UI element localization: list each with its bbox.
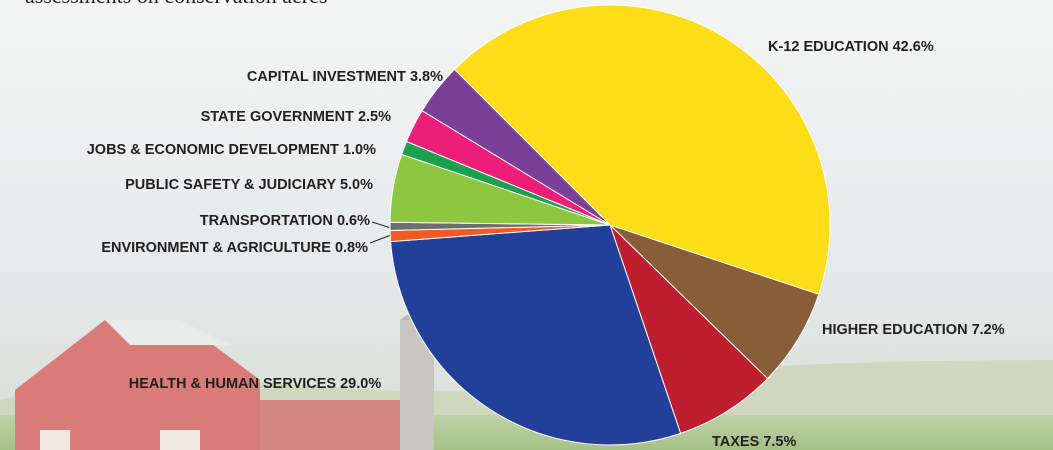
category-label: K-12 EDUCATION — [768, 39, 889, 55]
value-label: 0.6% — [337, 213, 370, 229]
pie-slice — [609, 224, 820, 380]
value-label: 3.8% — [410, 69, 443, 85]
category-label: PUBLIC SAFETY & JUDICIARY — [125, 177, 336, 193]
annotation: assessments on conservation acres — [25, 0, 327, 8]
slice-label: CAPITAL INVESTMENT 3.8% — [247, 69, 443, 85]
value-label: 2.5% — [358, 109, 391, 125]
pie-slice — [390, 224, 682, 446]
slice-label: HEALTH & HUMAN SERVICES 29.0% — [129, 376, 382, 392]
category-label: JOBS & ECONOMIC DEVELOPMENT — [87, 142, 339, 158]
value-label: 29.0% — [340, 376, 381, 392]
value-label: 7.5% — [763, 434, 796, 450]
pie-slice — [609, 224, 769, 434]
slice-label: JOBS & ECONOMIC DEVELOPMENT 1.0% — [87, 142, 376, 158]
value-label: 42.6% — [893, 39, 934, 55]
leader-line — [369, 234, 392, 244]
category-label: ENVIRONMENT & AGRICULTURE — [101, 240, 331, 256]
category-label: HEALTH & HUMAN SERVICES — [129, 376, 337, 392]
pie-slice — [453, 4, 831, 295]
category-label: STATE GOVERNMENT — [201, 109, 354, 125]
slice-label: ENVIRONMENT & AGRICULTURE 0.8% — [101, 240, 368, 256]
slice-label: STATE GOVERNMENT 2.5% — [201, 109, 392, 125]
value-label: 7.2% — [972, 322, 1005, 338]
pie-slice — [421, 68, 611, 226]
slice-label: TAXES 7.5% — [712, 434, 796, 450]
category-label: TAXES — [712, 434, 760, 450]
category-label: CAPITAL INVESTMENT — [247, 69, 406, 85]
slice-label: K-12 EDUCATION 42.6% — [768, 39, 934, 55]
category-label: HIGHER EDUCATION — [822, 322, 968, 338]
slice-label: TRANSPORTATION 0.6% — [200, 213, 370, 229]
leader-line — [371, 221, 392, 229]
value-label: 5.0% — [340, 177, 373, 193]
value-label: 1.0% — [343, 142, 376, 158]
slice-label: PUBLIC SAFETY & JUDICIARY 5.0% — [125, 177, 373, 193]
slice-label: HIGHER EDUCATION 7.2% — [822, 322, 1005, 338]
category-label: TRANSPORTATION — [200, 213, 333, 229]
value-label: 0.8% — [335, 240, 368, 256]
